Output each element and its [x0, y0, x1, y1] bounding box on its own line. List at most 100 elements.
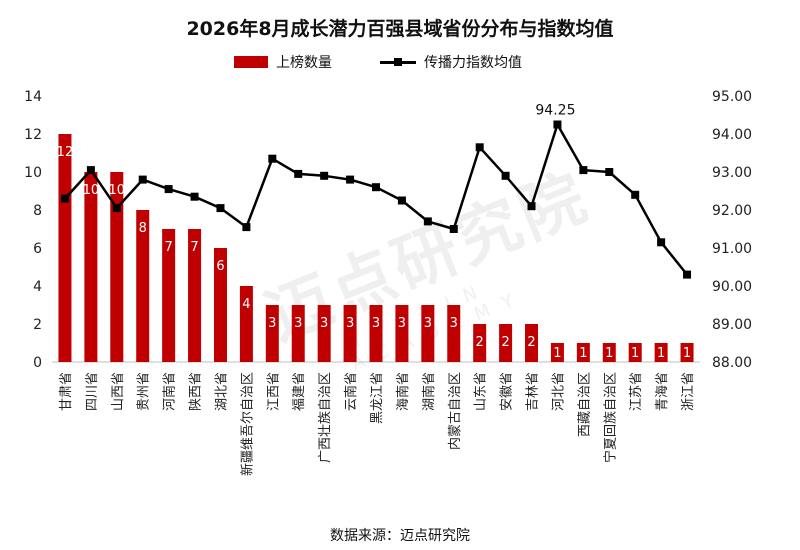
- bar-value-label: 10: [109, 183, 126, 198]
- y-left-tick-label: 14: [24, 89, 42, 105]
- x-tick-label: 黑龙江省: [370, 372, 385, 424]
- bar-value-label: 1: [631, 346, 639, 361]
- y-left-tick-label: 2: [33, 317, 42, 333]
- bar-value-label: 1: [579, 346, 587, 361]
- bar: [499, 324, 513, 362]
- bar: [343, 305, 357, 362]
- x-tick-label: 湖南省: [421, 372, 437, 411]
- bar-value-label: 1: [683, 346, 691, 361]
- y-right-tick-label: 93.00: [712, 165, 752, 181]
- bar-value-label: 6: [216, 259, 224, 274]
- x-tick-label: 西藏自治区: [577, 372, 592, 437]
- line-point: [423, 217, 432, 226]
- x-tick-label: 河南省: [162, 372, 178, 411]
- bar-value-label: 8: [139, 221, 147, 236]
- bar: [110, 172, 124, 362]
- line-point: [501, 171, 510, 180]
- x-tick-label: 浙江省: [681, 372, 696, 411]
- x-tick-label: 山西省: [111, 372, 126, 411]
- line-point: [60, 194, 69, 203]
- bar: [136, 210, 150, 362]
- bar: [680, 343, 694, 362]
- bar: [473, 324, 487, 362]
- y-left-tick-label: 10: [24, 165, 42, 181]
- line-point: [553, 120, 562, 129]
- line-point: [320, 171, 329, 180]
- legend-label-line: 传播力指数均值: [424, 55, 522, 71]
- x-tick-label: 河北省: [551, 372, 566, 411]
- line-point: [683, 270, 692, 279]
- annotation-label: 94.25: [535, 103, 575, 119]
- line-point: [449, 225, 458, 233]
- line-point: [657, 238, 666, 247]
- bar-value-label: 12: [57, 145, 74, 160]
- x-tick-label: 宁夏回族自治区: [602, 372, 618, 463]
- bar-value-label: 1: [657, 346, 665, 361]
- bar-value-label: 3: [424, 316, 432, 331]
- y-right-tick-label: 95.00: [712, 89, 752, 105]
- line-point: [527, 202, 536, 211]
- bar-value-label: 3: [320, 316, 328, 331]
- chart-title: 2026年8月成长潜力百强县域省份分布与指数均值: [186, 18, 614, 40]
- legend-item-bar: 上榜数量: [234, 52, 332, 72]
- line-series: [64, 123, 689, 276]
- bar: [84, 172, 98, 362]
- bar-value-label: 2: [501, 335, 509, 350]
- bar-value-label: 2: [527, 335, 535, 350]
- y-right-tick-label: 88.00: [712, 355, 752, 371]
- bar: [213, 248, 227, 362]
- bar: [576, 343, 590, 362]
- bar: [421, 305, 435, 362]
- y-left-tick-label: 8: [33, 203, 42, 219]
- x-tick-label: 山东省: [474, 372, 489, 411]
- bar: [58, 134, 72, 362]
- x-tick-label: 安徽省: [500, 372, 515, 411]
- line-point: [605, 168, 614, 176]
- x-tick-label: 福建省: [292, 372, 307, 411]
- y-left-tick-label: 6: [33, 241, 42, 257]
- y-right-tick-label: 90.00: [712, 279, 752, 295]
- bar: [369, 305, 383, 362]
- bar-value-label: 3: [450, 316, 458, 331]
- x-tick-label: 贵州省: [137, 372, 152, 411]
- line-point: [346, 175, 355, 184]
- line-point: [216, 204, 225, 213]
- legend: 上榜数量 传播力指数均值: [0, 52, 800, 74]
- line-point: [242, 223, 251, 232]
- line-point: [631, 190, 640, 199]
- bar: [317, 305, 331, 362]
- line-point: [579, 166, 588, 175]
- line-point: [112, 204, 121, 213]
- y-left-tick-label: 4: [33, 279, 42, 295]
- x-tick-label: 新疆维吾尔自治区: [239, 372, 255, 476]
- bar-value-label: 7: [190, 240, 198, 255]
- x-tick-label: 云南省: [343, 372, 359, 411]
- line-point: [372, 183, 380, 192]
- bar-value-label: 3: [294, 316, 302, 331]
- bar: [395, 305, 409, 362]
- bar: [265, 305, 279, 362]
- legend-label-bar: 上榜数量: [276, 55, 332, 71]
- line-point: [138, 175, 147, 184]
- line-point: [190, 192, 199, 201]
- bar: [239, 286, 253, 362]
- y-left-tick-label: 12: [24, 127, 42, 143]
- y-right-tick-label: 94.00: [712, 127, 752, 143]
- line-point: [86, 166, 95, 175]
- legend-line-swatch: [380, 56, 416, 68]
- legend-item-line: 传播力指数均值: [380, 52, 522, 72]
- x-tick-label: 广西壮族自治区: [317, 372, 333, 463]
- bar-value-label: 3: [268, 316, 276, 331]
- x-tick-label: 陕西省: [189, 372, 204, 411]
- line-point: [475, 143, 484, 152]
- line-point: [268, 154, 277, 163]
- y-left-tick-label: 0: [33, 355, 42, 371]
- x-tick-label: 内蒙古自治区: [447, 372, 463, 450]
- y-right-tick-label: 89.00: [712, 317, 752, 333]
- bar-value-label: 1: [605, 346, 613, 361]
- bar: [447, 305, 461, 362]
- bar: [628, 343, 642, 362]
- bar: [188, 229, 202, 362]
- legend-bar-swatch: [234, 56, 268, 68]
- x-tick-label: 海南省: [395, 372, 411, 411]
